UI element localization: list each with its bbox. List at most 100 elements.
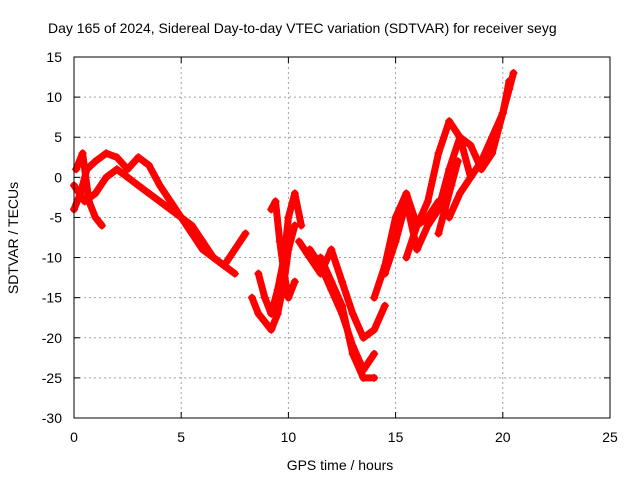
data-point <box>370 293 379 302</box>
x-tick-label: 0 <box>70 429 78 445</box>
data-point <box>445 117 454 126</box>
data-point <box>220 261 229 270</box>
data-point <box>498 109 507 118</box>
data-point <box>359 333 368 342</box>
series-track-13 <box>434 157 462 238</box>
data-point <box>112 165 121 174</box>
series-layer <box>70 69 518 382</box>
series-trace <box>435 157 462 237</box>
data-point <box>402 189 411 198</box>
data-point <box>260 293 269 302</box>
series-track-9 <box>316 253 379 382</box>
data-point <box>230 245 239 254</box>
data-point <box>391 213 400 222</box>
data-point <box>273 309 282 318</box>
data-point <box>284 213 293 222</box>
data-point <box>423 197 432 206</box>
x-tick-labels: 0 5 10 15 20 25 <box>70 429 618 445</box>
y-tick-label: 0 <box>54 169 62 185</box>
chart-title: Day 165 of 2024, Sidereal Day-to-day VTE… <box>48 20 557 36</box>
data-point <box>413 221 422 230</box>
data-point <box>402 197 411 206</box>
data-point <box>477 157 486 166</box>
y-tick-label: -15 <box>42 290 62 306</box>
y-tick-label: 5 <box>54 129 62 145</box>
data-point <box>267 205 276 214</box>
series-track-2 <box>70 165 239 278</box>
data-point <box>102 173 111 182</box>
data-point <box>327 245 336 254</box>
data-point <box>447 181 456 190</box>
data-point <box>509 69 518 78</box>
data-point <box>359 373 368 382</box>
series-track-5 <box>247 221 299 334</box>
series-trace <box>402 69 517 262</box>
x-tick-label: 25 <box>602 429 618 445</box>
grid <box>74 57 610 418</box>
data-point <box>267 325 276 334</box>
data-point <box>97 221 106 230</box>
data-point <box>241 229 250 238</box>
data-point <box>290 221 299 230</box>
y-tick-label: -30 <box>42 410 62 426</box>
data-point <box>455 133 464 142</box>
data-point <box>78 149 87 158</box>
data-point <box>198 237 207 246</box>
data-point <box>271 197 280 206</box>
data-point <box>466 141 475 150</box>
data-point <box>453 157 462 166</box>
data-point <box>348 309 357 318</box>
data-point <box>284 245 293 254</box>
data-point <box>102 149 111 158</box>
data-point <box>155 197 164 206</box>
data-point <box>284 293 293 302</box>
data-point <box>316 253 325 262</box>
x-tick-label: 10 <box>281 429 297 445</box>
y-tick-label: -10 <box>42 250 62 266</box>
data-point <box>423 221 432 230</box>
series-track-3 <box>72 149 106 230</box>
data-point <box>230 269 239 278</box>
data-point <box>123 165 132 174</box>
data-point <box>91 157 100 166</box>
data-point <box>434 229 443 238</box>
data-point <box>134 181 143 190</box>
data-point <box>145 189 154 198</box>
data-point <box>402 253 411 262</box>
data-point <box>488 133 497 142</box>
series-track-6 <box>267 197 299 302</box>
data-point <box>280 269 289 278</box>
data-point <box>187 221 196 230</box>
data-point <box>123 173 132 182</box>
data-point <box>290 189 299 198</box>
x-tick-label: 15 <box>388 429 404 445</box>
y-tick-label: -20 <box>42 330 62 346</box>
y-axis-label: SDTVAR / TECUs <box>5 182 21 294</box>
data-point <box>391 237 400 246</box>
data-point <box>254 309 263 318</box>
data-point <box>72 165 81 174</box>
data-point <box>434 149 443 158</box>
data-point <box>91 213 100 222</box>
data-point <box>85 197 94 206</box>
data-point <box>275 237 284 246</box>
x-tick-label: 5 <box>177 429 185 445</box>
data-point <box>134 153 143 162</box>
data-point <box>254 269 263 278</box>
data-point <box>380 269 389 278</box>
y-tick-label: -25 <box>42 370 62 386</box>
plot-frame <box>73 56 611 419</box>
data-point <box>445 165 454 174</box>
data-point <box>348 349 357 358</box>
y-tick-label: 10 <box>46 89 62 105</box>
y-tick-label: 15 <box>46 49 62 65</box>
series-trace <box>267 197 299 302</box>
data-point <box>209 253 218 262</box>
y-tick-label: -5 <box>50 209 63 225</box>
x-axis-label: GPS time / hours <box>287 457 394 473</box>
data-point <box>247 293 256 302</box>
data-point <box>370 349 379 358</box>
data-point <box>91 189 100 198</box>
